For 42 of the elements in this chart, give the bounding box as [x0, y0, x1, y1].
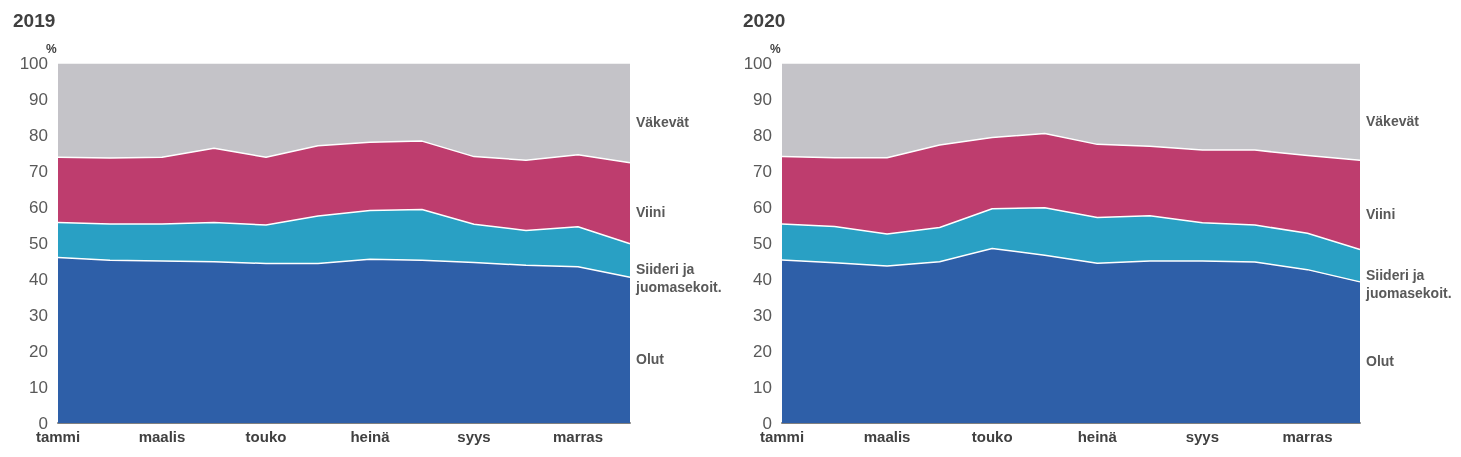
chart-title: 2019: [13, 10, 56, 31]
x-tick-label: maalis: [863, 428, 911, 445]
y-tick-label: 80: [29, 125, 48, 145]
y-tick-label: 80: [753, 125, 772, 145]
y-tick-label: 60: [29, 197, 48, 217]
x-tick-label: marras: [552, 428, 604, 445]
y-tick-label: 70: [29, 161, 48, 181]
series-label: Olut: [636, 351, 665, 368]
y-tick-label: 40: [29, 269, 48, 289]
series-label: Viini: [1366, 205, 1396, 222]
y-tick-label: 30: [29, 305, 48, 325]
x-tick-label: syys: [457, 428, 491, 445]
x-tick-label: marras: [1282, 428, 1333, 445]
y-axis-title: %: [770, 41, 781, 56]
series-label: Väkevät: [636, 113, 690, 130]
series-label: Väkevät: [1366, 112, 1420, 129]
series-label: Siideri ja juomasekoit.: [1365, 266, 1452, 301]
y-tick-label: 20: [29, 341, 48, 361]
y-tick-label: 20: [753, 341, 772, 361]
series-label: Siideri ja juomasekoit.: [635, 261, 722, 296]
y-tick-label: 10: [753, 377, 772, 397]
y-tick-label: 100: [19, 53, 48, 73]
y-axis-title: %: [46, 41, 57, 56]
y-tick-label: 30: [753, 305, 772, 325]
y-tick-label: 40: [753, 269, 772, 289]
series-label: Olut: [1366, 353, 1395, 370]
y-tick-label: 10: [29, 377, 48, 397]
x-tick-label: heinä: [350, 428, 391, 445]
x-tick-label: touko: [971, 428, 1013, 445]
y-tick-label: 100: [743, 53, 772, 73]
x-tick-label: maalis: [138, 428, 186, 445]
y-tick-label: 70: [753, 161, 772, 181]
y-tick-label: 50: [753, 233, 772, 253]
x-tick-label: heinä: [1077, 428, 1118, 445]
chart-title: 2020: [743, 10, 786, 31]
x-tick-label: syys: [1185, 428, 1220, 445]
y-tick-label: 50: [29, 233, 48, 253]
series-label: Viini: [636, 204, 666, 221]
y-tick-label: 60: [753, 197, 772, 217]
y-tick-label: 90: [753, 89, 772, 109]
x-tick-label: touko: [245, 428, 287, 445]
y-tick-label: 90: [29, 89, 48, 109]
